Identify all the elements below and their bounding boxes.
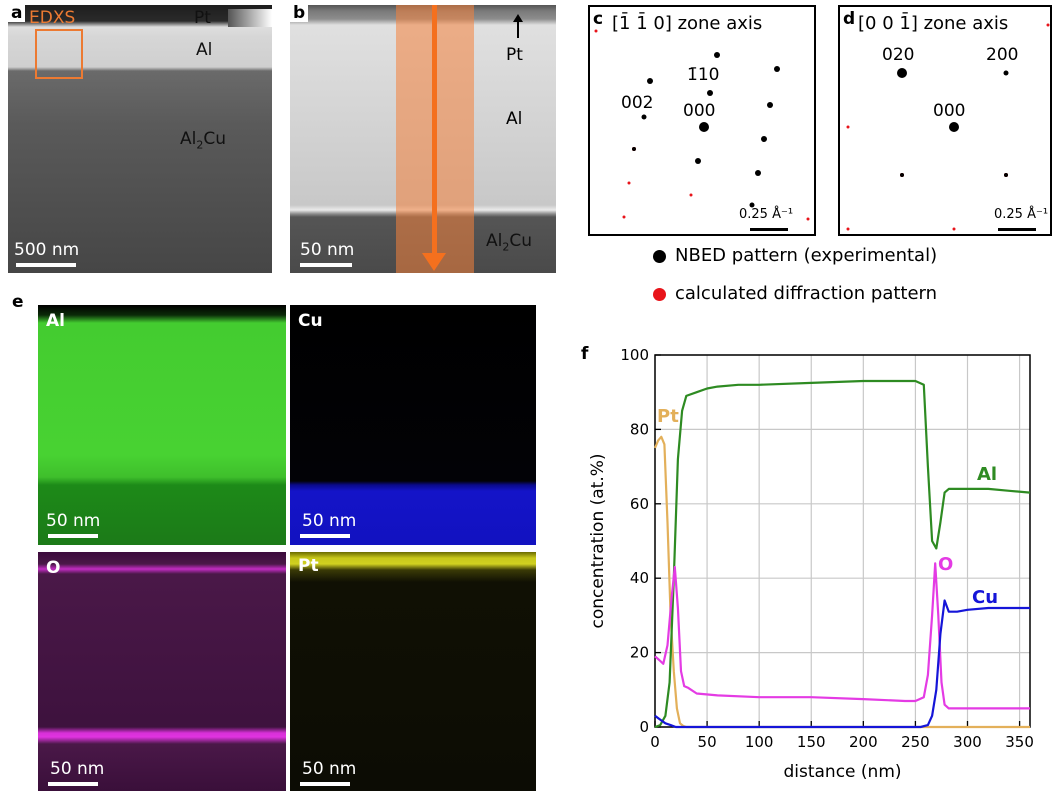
map-label-cu: Cu [298, 311, 323, 331]
series-label-o: O [938, 554, 953, 575]
spot-label-c1: 1̄10 [687, 65, 720, 85]
scale-bar-d [998, 228, 1036, 231]
panel-letter-a: a [8, 5, 26, 22]
x-axis-label: distance (nm) [783, 762, 901, 782]
zone-axis-d: [0 0 1̄] zone axis [858, 13, 1009, 34]
scale-bar-a [16, 263, 76, 267]
x-tick-label: 250 [901, 733, 930, 751]
legend-calc-marker [653, 288, 666, 301]
scale-bar-o [48, 782, 98, 786]
panel-letter-e: e [12, 292, 24, 312]
x-tick-label: 150 [797, 733, 826, 751]
map-pt: Pt 50 nm [290, 552, 536, 791]
series-line-cu [654, 599, 1030, 729]
scale-label-a: 500 nm [14, 240, 80, 260]
exp-spots-c [632, 52, 780, 208]
spots-c [594, 29, 810, 221]
spot-label-d3: 000 [933, 101, 966, 121]
y-tick-label: 80 [630, 420, 649, 438]
map-label-o: O [46, 558, 61, 578]
scale-bar-b [300, 263, 352, 267]
spot-label-d2: 200 [986, 45, 1019, 65]
legend-exp-label: NBED pattern (experimental) [675, 245, 938, 266]
panel-d-diffraction: [0 0 1̄] zone axis 020 200 000 0.25 Å⁻¹ [838, 5, 1052, 236]
edxs-label: EDXS [29, 8, 76, 28]
legend-exp-marker [653, 250, 666, 263]
legend-calc-label: calculated diffraction pattern [675, 283, 938, 304]
pt-label-b: Pt [506, 45, 523, 65]
y-tick-label: 20 [630, 644, 649, 662]
map-al: Al 50 nm [38, 305, 286, 545]
scale-label-b: 50 nm [300, 240, 355, 260]
scale-label-c: 0.25 Å⁻¹ [739, 207, 794, 222]
y-tick-label: 60 [630, 495, 649, 513]
panel-letter-f: f [581, 344, 589, 364]
scale-bar-c [750, 228, 788, 231]
al2cu-label-b: Al2Cu [486, 231, 533, 254]
spots-d [846, 23, 1050, 231]
scan-arrow-shaft [432, 5, 437, 257]
map-cu: Cu 50 nm [290, 305, 536, 545]
series-line-o [654, 562, 1030, 710]
spot-label-c3: 000 [683, 101, 716, 121]
zone-axis-c: [1̄ 1̄ 0] zone axis [612, 13, 763, 34]
y-tick-label: 100 [620, 346, 649, 364]
scale-bar-cu [300, 534, 350, 538]
scale-label-d: 0.25 Å⁻¹ [994, 207, 1049, 222]
calc-spots-d [846, 23, 1050, 231]
y-axis-label: concentration (at.%) [588, 453, 608, 628]
scale-label-cu: 50 nm [302, 511, 357, 531]
pt-label: Pt [194, 8, 211, 28]
map-label-pt: Pt [298, 556, 319, 576]
map-label-al: Al [46, 311, 65, 331]
x-tick-label: 100 [745, 733, 774, 751]
pt-cap-layer [228, 9, 272, 27]
pt-pointer-arrow [517, 20, 519, 38]
spot-label-d1: 020 [882, 45, 915, 65]
exp-spots-d [897, 68, 1009, 177]
panel-letter-d: d [843, 9, 856, 29]
x-tick-label: 200 [849, 733, 878, 751]
y-tick-label: 0 [639, 718, 649, 736]
x-tick-label: 350 [1005, 733, 1034, 751]
series-line-pt [653, 435, 1030, 729]
scan-arrow-head [422, 253, 446, 271]
pt-pointer-arrowhead [513, 14, 523, 22]
panel-letter-b: b [290, 5, 309, 22]
y-tick-label: 40 [630, 569, 649, 587]
scale-bar-al [48, 534, 98, 538]
scale-bar-pt [300, 782, 350, 786]
map-o: O 50 nm [38, 552, 286, 791]
series-label-cu: Cu [972, 587, 998, 608]
scale-label-o: 50 nm [50, 759, 105, 779]
al-label: Al [196, 40, 213, 60]
edxs-region-box [35, 29, 83, 79]
series-label-pt: Pt [657, 406, 679, 427]
scale-label-al: 50 nm [46, 511, 101, 531]
panel-c-diffraction: [1̄ 1̄ 0] zone axis 1̄10 002 000 0.25 Å⁻… [588, 5, 816, 236]
spot-label-c2: 002 [621, 93, 654, 113]
panel-b-stem-image: Pt Al Al2Cu 50 nm [290, 5, 556, 273]
series-label-al: Al [977, 464, 997, 485]
x-tick-label: 0 [650, 733, 660, 751]
plot-frame [654, 354, 1031, 728]
x-tick-label: 300 [953, 733, 982, 751]
panel-letter-c: c [593, 9, 604, 29]
al2cu-label: Al2Cu [180, 129, 227, 152]
scale-label-pt: 50 nm [302, 759, 357, 779]
panel-a-stem-image: EDXS Pt Al Al2Cu 500 nm [8, 5, 272, 273]
al-label-b: Al [506, 109, 523, 129]
x-tick-label: 50 [698, 733, 717, 751]
series-line-al [654, 379, 1031, 729]
